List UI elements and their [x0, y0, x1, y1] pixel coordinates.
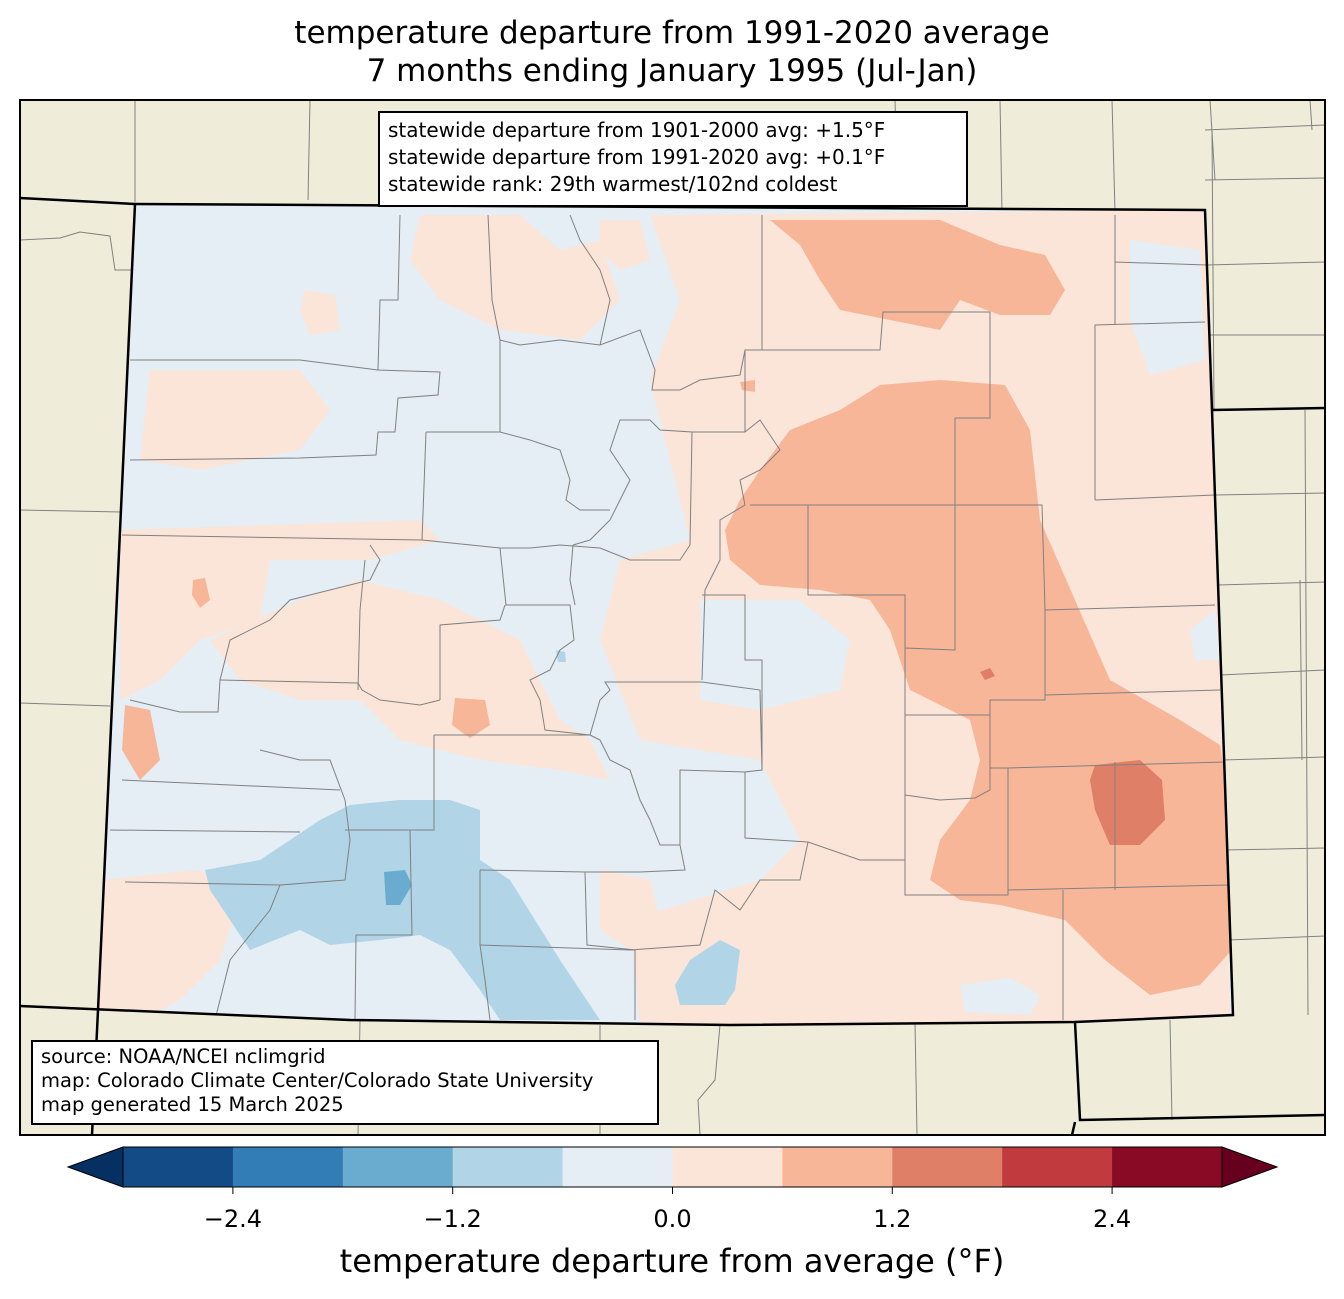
- stats-line-1901-2000: statewide departure from 1901-2000 avg: …: [388, 118, 886, 142]
- credits-generated: map generated 15 March 2025: [41, 1093, 344, 1116]
- colorbar-segment: [672, 1147, 783, 1187]
- colorbar-segment: [1002, 1147, 1113, 1187]
- colorbar-segment: [232, 1147, 344, 1187]
- departure-fill: [90, 204, 1233, 1025]
- colorbar-segment: [782, 1147, 893, 1187]
- stats-line-rank: statewide rank: 29th warmest/102nd colde…: [388, 172, 838, 196]
- stats-line-1991-2020: statewide departure from 1991-2020 avg: …: [388, 145, 886, 169]
- colorbar-segment: [562, 1147, 673, 1187]
- colorbar-tick-label: 1.2: [873, 1205, 912, 1233]
- statewide-stats-box: statewide departure from 1901-2000 avg: …: [378, 111, 968, 207]
- colorbar-extend-low: [66, 1146, 124, 1188]
- colorado-border: [19, 202, 1235, 1027]
- colorbar-segment: [1112, 1147, 1223, 1187]
- colorbar-segment: [123, 1147, 234, 1187]
- colorbar-segment: [452, 1147, 564, 1187]
- credits-box: source: NOAA/NCEI nclimgrid map: Colorad…: [31, 1040, 659, 1125]
- colorbar-tick-label: −1.2: [423, 1205, 482, 1233]
- neighbor-state-borders: [20, 196, 1325, 1135]
- colorbar-extend-high: [1221, 1146, 1279, 1188]
- map-title-line2: 7 months ending January 1995 (Jul-Jan): [366, 53, 978, 89]
- colorbar-tick-label: 0.0: [653, 1205, 692, 1233]
- colorbar-label: temperature departure from average (°F): [339, 1242, 1005, 1280]
- colorbar-tick-label: 2.4: [1093, 1205, 1132, 1233]
- colorbar: [66, 1146, 1279, 1194]
- credits-source: source: NOAA/NCEI nclimgrid: [41, 1045, 326, 1068]
- map-title-line1: temperature departure from 1991-2020 ave…: [294, 15, 1050, 51]
- colorbar-segment: [892, 1147, 1003, 1187]
- credits-map: map: Colorado Climate Center/Colorado St…: [41, 1069, 594, 1092]
- map-frame: [19, 99, 1326, 1136]
- county-lines: [109, 214, 1229, 1021]
- colorbar-tick-label: −2.4: [203, 1205, 263, 1233]
- colorbar-segment: [342, 1147, 454, 1187]
